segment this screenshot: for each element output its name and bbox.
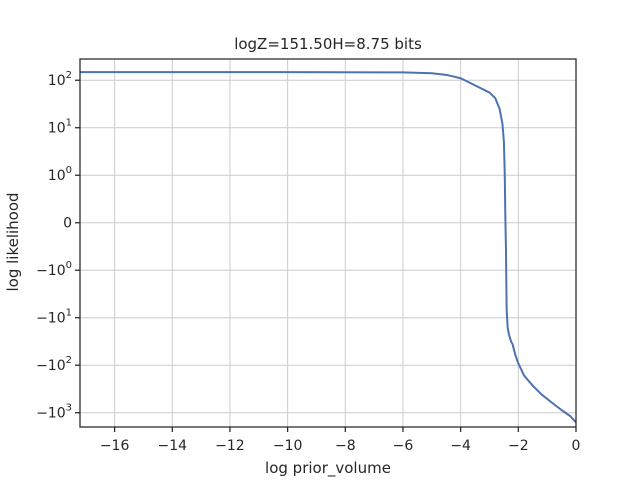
axes-frame — [79, 58, 577, 428]
y-tick-label: −103 — [36, 403, 72, 422]
series-layer — [80, 71, 577, 424]
y-tick-base: 10 — [48, 168, 66, 184]
y-tick-base: −10 — [36, 358, 66, 374]
x-axis-label: log prior_volume — [265, 459, 391, 478]
y-tick-base: 10 — [48, 121, 66, 137]
likelihood-line — [80, 71, 577, 424]
x-tick-label: −8 — [335, 438, 356, 454]
y-tick-label: −101 — [36, 308, 72, 327]
y-tick-exponent: 0 — [66, 260, 72, 271]
y-tick-exponent: 0 — [66, 165, 72, 176]
y-tick-label: 0 — [63, 216, 72, 232]
x-tick-label: −14 — [158, 438, 188, 454]
y-tick-label: −100 — [36, 260, 72, 279]
y-tick-base: −10 — [36, 311, 66, 327]
x-tick-label: −10 — [273, 438, 303, 454]
y-tick-label: 100 — [48, 165, 72, 184]
x-axis-ticks: −16 −14 −12 −10 −8 −6 −4 −2 0 — [100, 427, 581, 454]
y-tick-exponent: 3 — [66, 403, 72, 414]
y-tick-exponent: 2 — [66, 70, 72, 81]
grid-lines — [80, 59, 577, 427]
y-tick-exponent: 2 — [66, 355, 72, 366]
x-tick-label: −6 — [393, 438, 414, 454]
chart-title: logZ=151.50H=8.75 bits — [234, 35, 422, 53]
plot-border — [79, 58, 577, 428]
y-tick-base: −10 — [36, 406, 66, 422]
y-tick-exponent: 1 — [66, 118, 72, 129]
y-tick-base: 0 — [63, 216, 72, 232]
x-tick-label: −12 — [215, 438, 245, 454]
x-tick-label: 0 — [572, 438, 581, 454]
x-tick-label: −4 — [450, 438, 471, 454]
y-tick-base: −10 — [36, 263, 66, 279]
y-tick-base: 10 — [48, 73, 66, 89]
y-tick-label: −102 — [36, 355, 72, 374]
y-tick-label: 102 — [48, 70, 72, 89]
y-axis-label: log likelihood — [4, 192, 22, 291]
y-tick-exponent: 1 — [66, 308, 72, 319]
y-tick-label: 101 — [48, 118, 72, 137]
x-tick-label: −16 — [100, 438, 130, 454]
x-tick-label: −2 — [508, 438, 529, 454]
